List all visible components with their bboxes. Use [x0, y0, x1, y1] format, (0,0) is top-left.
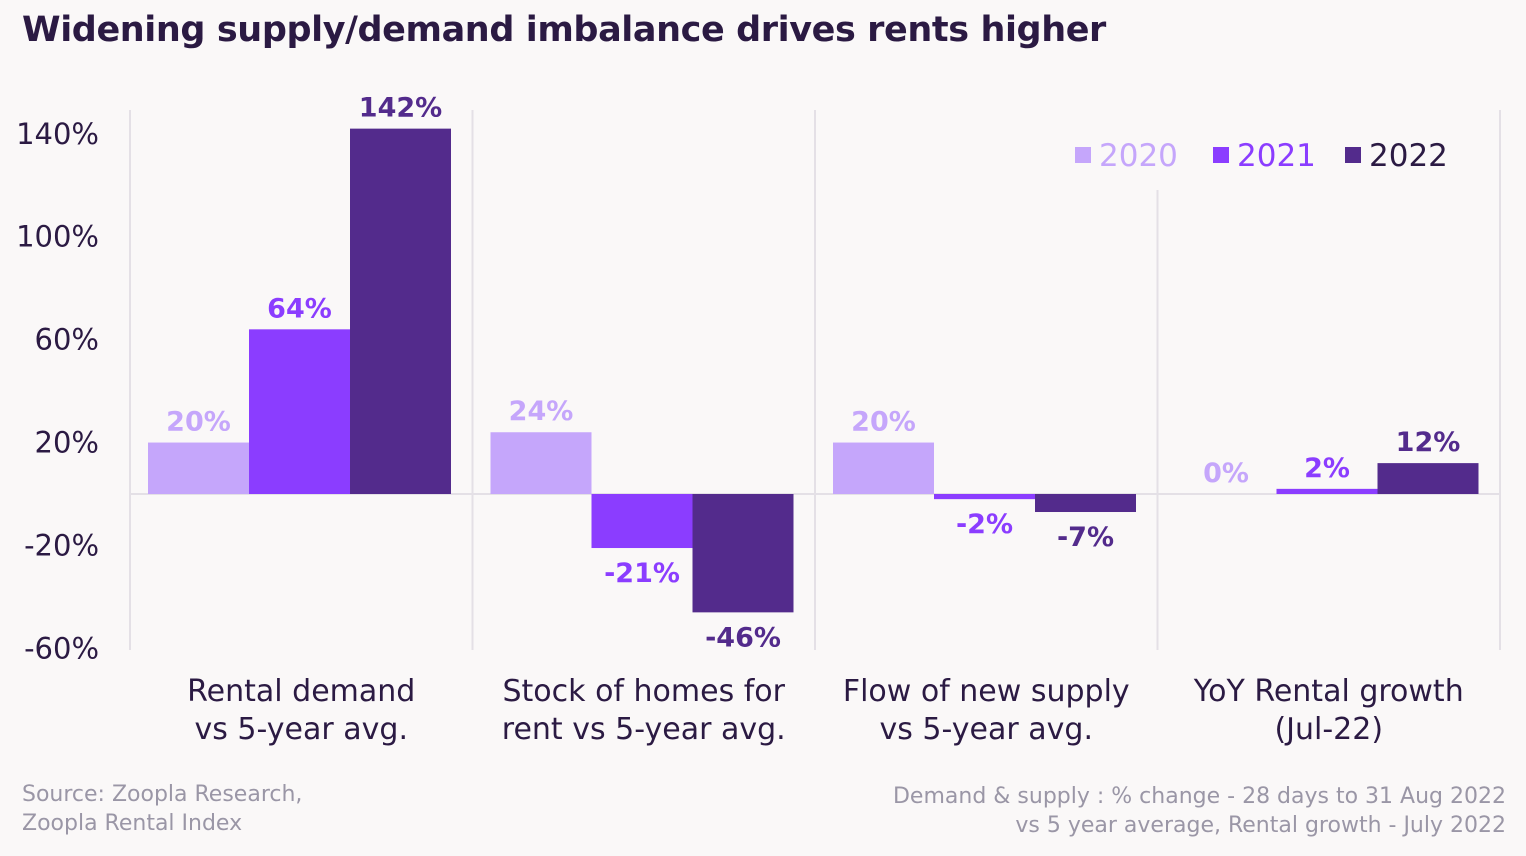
data-label: 64% — [267, 293, 332, 324]
chart-title: Widening supply/demand imbalance drives … — [22, 10, 1106, 50]
category-label: YoY Rental growth — [1193, 674, 1464, 709]
chart-axes: 140% 100% 60% 20% -20% -60% — [16, 110, 1501, 665]
data-label: 0% — [1203, 458, 1249, 489]
data-label: 24% — [509, 396, 574, 427]
legend-swatch-2021 — [1213, 147, 1229, 163]
data-label: 142% — [359, 93, 442, 124]
data-label: -46% — [705, 622, 781, 653]
source-line-1: Source: Zoopla Research, — [22, 782, 303, 807]
methodology-note: Demand & supply : % change - 28 days to … — [806, 782, 1506, 840]
data-label: -2% — [956, 509, 1013, 540]
y-tick-label: 20% — [35, 426, 99, 460]
data-label: -7% — [1057, 522, 1114, 553]
bar-2022 — [1377, 463, 1479, 494]
legend-label-2022: 2022 — [1369, 138, 1448, 174]
y-tick-label: -60% — [24, 631, 99, 665]
bar-2021 — [249, 329, 350, 494]
bar-2020 — [148, 442, 249, 494]
bar-2021 — [591, 494, 693, 549]
data-label: 2% — [1304, 453, 1350, 484]
note-line-1: Demand & supply : % change - 28 days to … — [892, 784, 1506, 809]
legend-label-2020: 2020 — [1099, 138, 1178, 174]
bar-2020 — [490, 432, 592, 494]
data-label: -21% — [604, 558, 680, 589]
category-label: rent vs 5-year avg. — [502, 712, 786, 747]
bar-2021 — [934, 494, 1035, 500]
category-label: vs 5-year avg. — [195, 712, 409, 747]
bar-2022 — [350, 128, 451, 494]
chart-legend: 2020 2021 2022 — [1075, 138, 1448, 174]
data-label: 20% — [166, 407, 231, 438]
category-label: vs 5-year avg. — [880, 712, 1094, 747]
bar-2020 — [833, 442, 934, 494]
note-line-2: vs 5 year average, Rental growth - July … — [1015, 813, 1506, 838]
category-label: Rental demand — [187, 674, 415, 709]
legend-swatch-2020 — [1075, 147, 1091, 163]
source-line-2: Zoopla Rental Index — [22, 811, 243, 836]
bar-2022 — [1035, 494, 1136, 513]
category-label: (Jul-22) — [1274, 712, 1383, 747]
data-label: 20% — [851, 407, 916, 438]
source-note: Source: Zoopla Research, Zoopla Rental I… — [22, 780, 442, 838]
bar-2021 — [1276, 488, 1378, 494]
legend-swatch-2022 — [1345, 147, 1361, 163]
y-tick-label: 140% — [16, 117, 99, 151]
value-labels: 20% 64% 142% 24% -21% -46% 20% -2% -7% 0% 2% 12% — [166, 93, 1460, 654]
y-tick-label: 60% — [35, 323, 99, 357]
y-tick-label: -20% — [24, 528, 99, 562]
category-label: Stock of homes for — [503, 674, 786, 709]
y-tick-label: 100% — [16, 220, 99, 254]
legend-label-2021: 2021 — [1237, 138, 1316, 174]
bar-2022 — [692, 494, 794, 613]
data-label: 12% — [1396, 427, 1461, 458]
category-label: Flow of new supply — [843, 674, 1130, 709]
bar-group — [148, 128, 1479, 613]
